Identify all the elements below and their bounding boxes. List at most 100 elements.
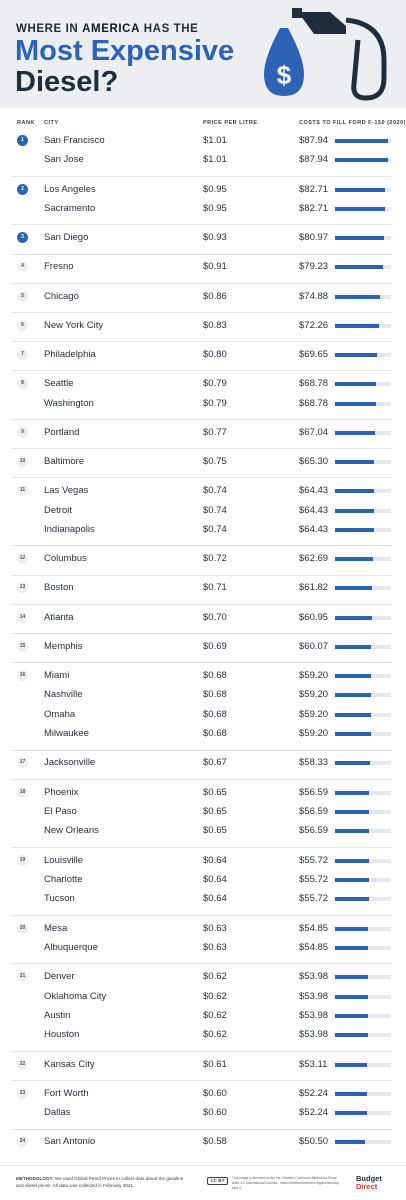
fill-cost: $53.98 (299, 971, 329, 983)
rank-group: 5 Chicago $0.86 $74.88 (12, 288, 392, 307)
rank-group: 21 Denver $0.62 $53.98 Oklahoma City $0.62 $53… (12, 968, 392, 1046)
city-name: Portland (44, 426, 80, 438)
cost-bar (335, 460, 375, 464)
rank-badge: 1 (17, 135, 28, 146)
fill-cost: $60.95 (299, 611, 329, 623)
row-separator (12, 1050, 392, 1052)
rank-group: 15 Memphis $0.69 $60.07 (12, 638, 392, 657)
table-row: 8 Seattle $0.79 $68.78 (12, 375, 392, 394)
row-separator (12, 662, 392, 664)
price-per-litre: $0.77 (203, 426, 227, 438)
cost-bar-track (335, 926, 391, 931)
fill-cost: $59.20 (299, 689, 329, 701)
row-separator (12, 749, 392, 751)
table-row: Houston $0.62 $53.98 (12, 1026, 392, 1045)
cost-bar (335, 761, 371, 766)
price-per-litre: $0.83 (203, 319, 227, 331)
fill-cost: $87.94 (299, 135, 329, 146)
rank-badge: 8 (17, 378, 28, 390)
table-row: Oklahoma City $0.62 $53.98 (12, 988, 392, 1007)
rank-badge: 11 (17, 485, 28, 497)
city-name: Las Vegas (44, 485, 89, 497)
rank-group: 14 Atlanta $0.70 $60.95 (12, 609, 392, 628)
footer: METHODOLOGY: We used Global Petrol Price… (0, 1165, 406, 1200)
price-per-litre: $0.86 (203, 290, 227, 302)
city-name: Houston (44, 1029, 80, 1041)
row-separator (12, 603, 392, 605)
table-row: Indianapolis $0.74 $64.43 (12, 521, 392, 540)
cost-bar-track (335, 508, 391, 513)
rank-group: 22 Kansas City $0.61 $53.11 (12, 1056, 392, 1075)
city-name: El Paso (44, 805, 77, 817)
price-per-litre: $0.62 (203, 971, 227, 983)
city-name: Louisville (44, 854, 84, 866)
cost-bar (335, 323, 379, 328)
price-per-litre: $0.74 (203, 523, 227, 535)
price-per-litre: $0.63 (203, 941, 227, 953)
fill-cost: $59.20 (299, 670, 329, 681)
price-per-litre: $0.68 (203, 670, 227, 681)
cost-bar (335, 712, 371, 717)
rank-group: 13 Boston $0.71 $61.82 (12, 579, 392, 598)
rank-badge: 19 (17, 854, 28, 866)
row-separator (12, 282, 392, 284)
price-per-litre: $0.75 (203, 456, 227, 467)
price-per-litre: $1.01 (203, 154, 227, 166)
cost-bar-track (335, 353, 391, 357)
cost-bar-track (335, 1111, 391, 1116)
table-row: 4 Fresno $0.91 $79.23 (12, 258, 392, 277)
cost-bar (335, 401, 377, 406)
table-row: 2 Los Angeles $0.95 $82.71 (12, 181, 392, 200)
city-name: Columbus (44, 553, 87, 565)
rank-group: 18 Phoenix $0.65 $56.59 El Paso $0.65 $56.59 Ne… (12, 784, 392, 842)
fill-cost: $54.85 (299, 941, 329, 953)
table-row: 6 New York City $0.83 $72.26 (12, 317, 392, 336)
city-name: Phoenix (44, 786, 79, 798)
fill-cost: $54.85 (299, 922, 329, 934)
price-per-litre: $0.80 (203, 349, 227, 360)
methodology-note: METHODOLOGY: We used Global Petrol Price… (16, 1176, 184, 1188)
cost-bar (335, 1140, 366, 1145)
fill-cost: $64.43 (299, 523, 329, 535)
price-per-litre: $0.93 (203, 232, 227, 244)
cost-bar (335, 489, 374, 494)
city-name: Omaha (44, 708, 76, 720)
city-name: Kansas City (44, 1058, 95, 1070)
fill-cost: $52.24 (299, 1087, 329, 1099)
table-row: 7 Philadelphia $0.80 $69.65 (12, 346, 392, 365)
cost-bar-track (335, 139, 391, 143)
rank-badge: 24 (17, 1136, 28, 1148)
rank-badge: 2 (17, 183, 28, 195)
price-per-litre: $0.91 (203, 261, 227, 273)
license-text: This image is licensed under the Creativ… (232, 1176, 340, 1190)
fill-cost: $53.98 (299, 1009, 329, 1021)
price-per-litre: $0.74 (203, 485, 227, 497)
cost-bar-track (335, 236, 391, 241)
city-name: Oklahoma City (44, 990, 107, 1002)
cost-bar (335, 1111, 367, 1116)
rank-badge: 5 (17, 290, 28, 302)
cost-bar-track (335, 294, 391, 299)
fill-cost: $79.23 (299, 261, 329, 273)
cost-bar-track (335, 187, 391, 192)
table-row: Sacramento $0.95 $82.71 (12, 200, 392, 219)
rank-group: 24 San Antonio $0.58 $50.50 (12, 1133, 392, 1152)
cost-bar-track (335, 206, 391, 211)
cost-bar-track (335, 975, 391, 980)
cost-bar (335, 897, 369, 902)
table-row: 20 Mesa $0.63 $54.85 (12, 920, 392, 939)
rank-badge: 18 (17, 786, 28, 798)
row-separator (12, 175, 392, 177)
cost-bar (335, 206, 385, 211)
cost-bar-track (335, 712, 391, 717)
cost-bar-track (335, 382, 391, 387)
price-per-litre: $0.65 (203, 825, 227, 837)
cost-bar (335, 994, 368, 999)
cost-bar (335, 586, 373, 591)
fill-cost: $87.94 (299, 154, 329, 166)
cost-bar (335, 158, 388, 163)
city-name: San Diego (44, 232, 89, 244)
cost-bar-track (335, 644, 391, 649)
table-row: Albuquerque $0.63 $54.85 (12, 939, 392, 958)
fill-cost: $53.98 (299, 990, 329, 1002)
